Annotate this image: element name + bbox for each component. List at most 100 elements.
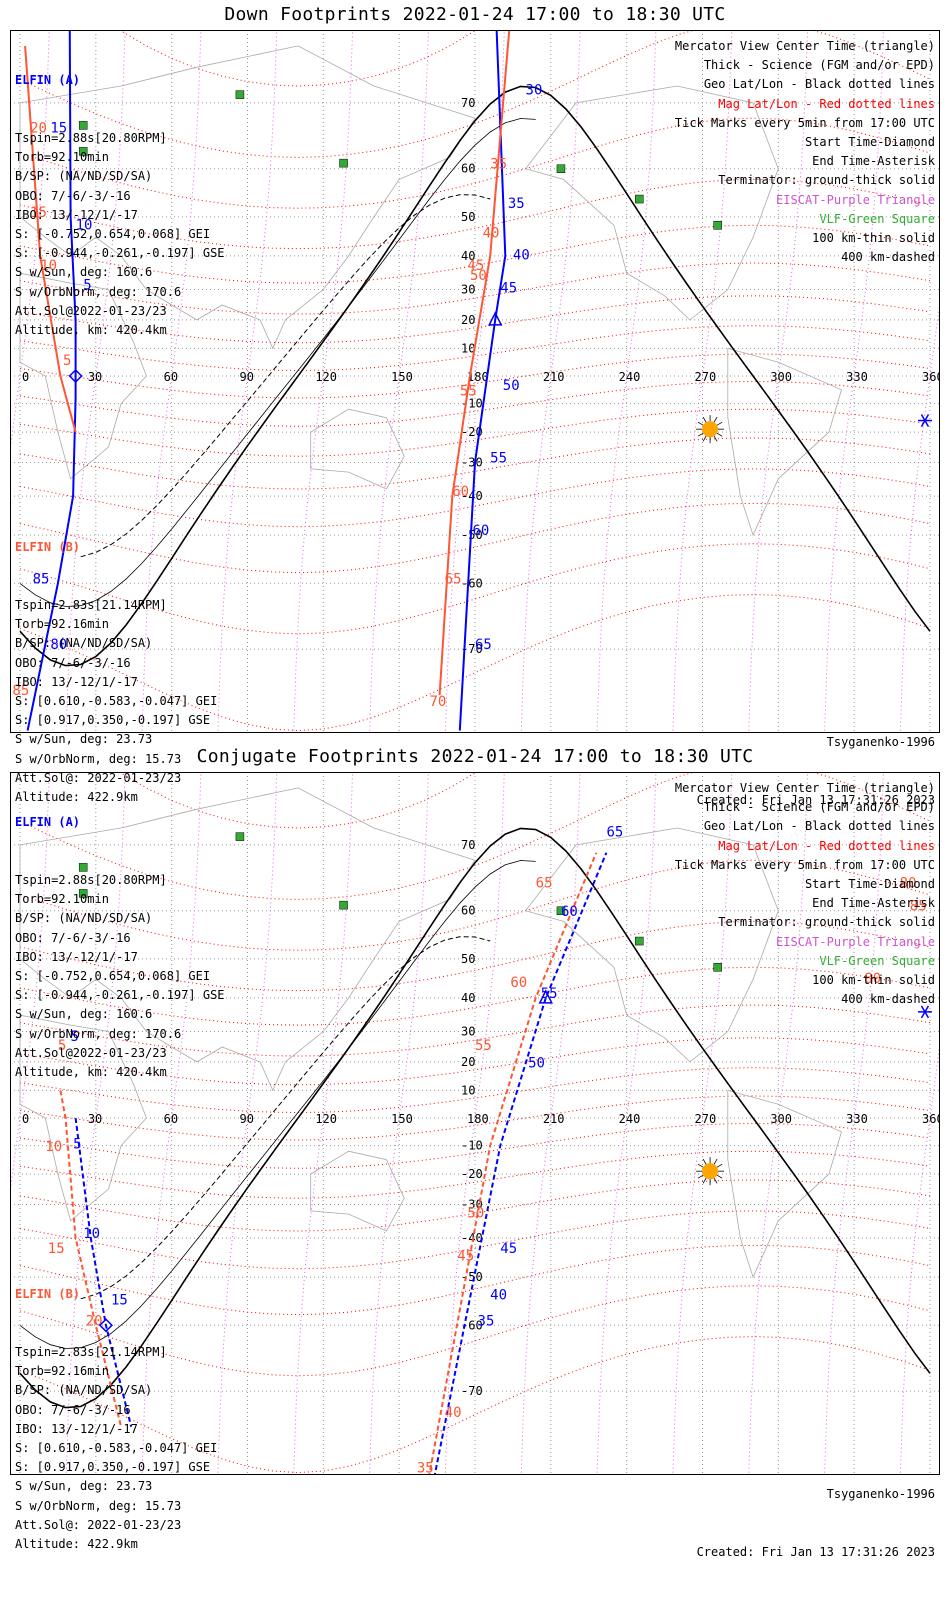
elfin-b-tick-label: 85	[12, 683, 29, 699]
info-line: Att.Sol@: 2022-01-23/23	[15, 770, 182, 785]
info-line: Att.Sol@2022-01-23/23	[15, 1045, 167, 1060]
down-footprints-panel: Down Footprints 2022-01-24 17:00 to 18:3…	[0, 0, 950, 807]
lon-tick-label: 0	[22, 1112, 29, 1126]
elfin-b-tick-label: 45	[457, 1249, 474, 1265]
info-line: Altitude: 422.9km	[15, 1537, 138, 1552]
lon-tick-label: 30	[88, 370, 102, 384]
legend-entry: EISCAT-Purple Triangle	[776, 192, 935, 207]
legend-entry: 100 km-thin solid	[812, 973, 935, 988]
lon-tick-label: 0	[22, 370, 29, 384]
elfin-b-tick-label: 55	[475, 1038, 492, 1054]
lat-tick-label: -60	[461, 576, 483, 590]
mag-meridian	[293, 30, 354, 731]
elfin-b-track	[59, 1090, 123, 1428]
elfin-a-tick-label: 5	[71, 1029, 79, 1045]
lat-tick-label: 40	[461, 991, 475, 1005]
info-line: S w/Sun, deg: 23.73	[15, 732, 153, 747]
elfin-b-info: ELFIN (B) Tspin=2.83s[21.14RPM] Torb=92.1…	[15, 1247, 217, 1593]
lat-tick-label: -40	[461, 489, 483, 503]
elfin-b-tick-label: 10	[40, 258, 57, 274]
mag-parallel	[19, 772, 931, 900]
elfin-a-tick-label: 45	[500, 1241, 517, 1257]
elfin-a-track	[26, 30, 77, 731]
elfin-b-tick-label: 15	[30, 205, 47, 221]
info-line: Att.Sol@: 2022-01-23/23	[15, 1517, 182, 1532]
elfin-b-tick-label: 70	[430, 694, 447, 710]
lon-tick-label: 240	[619, 370, 641, 384]
elfin-a-track	[74, 1117, 133, 1428]
elfin-b-tick-label: 20	[30, 120, 47, 136]
continent-outline	[19, 45, 476, 350]
elfin-b-tick-label: 85	[910, 899, 927, 915]
mag-meridian	[520, 772, 581, 1473]
mag-meridian	[596, 772, 657, 1473]
lat-tick-label: -40	[461, 1231, 483, 1245]
legend-entry: End Time-Asterisk	[812, 154, 935, 169]
model-name: Tsyganenko-1996	[826, 735, 935, 750]
lon-tick-label: 240	[619, 1112, 641, 1126]
elfin-a-tick-label: 50	[503, 378, 520, 394]
start-diamond	[98, 1318, 114, 1333]
model-info: Tsyganenko-1996 Created: Fri Jan 13 17:3…	[697, 695, 935, 849]
mag-meridian	[672, 30, 733, 731]
vlf-station-marker	[713, 221, 722, 230]
lat-tick-label: 70	[461, 96, 475, 110]
legend-entry: Geo Lat/Lon - Black dotted lines	[703, 819, 935, 834]
info-line: Tspin=2.88s[20.80RPM]	[15, 873, 167, 888]
center-time-triangle	[488, 311, 503, 326]
mag-meridian	[899, 296, 940, 731]
legend-entry: Mag Lat/Lon - Red dotted lines	[718, 96, 935, 111]
elfin-b-header: ELFIN (B)	[15, 1287, 81, 1302]
info-line: B/SP: (NA/ND/SD/SA)	[15, 636, 153, 651]
continent-outline	[525, 827, 779, 1063]
elfin-a-tick-label: 40	[513, 247, 530, 263]
info-line: Torb=92.10min	[15, 892, 109, 907]
legend-entry: 400 km-dashed	[841, 992, 935, 1007]
panel-title: Down Footprints 2022-01-24 17:00 to 18:3…	[224, 4, 726, 25]
end-asterisk	[920, 1005, 930, 1019]
elfin-a-tick-label: 30	[526, 83, 543, 99]
lat-tick-label: 30	[461, 1025, 475, 1039]
vlf-station-marker	[339, 900, 348, 910]
map-frame	[10, 772, 940, 1475]
start-diamond	[68, 368, 83, 384]
lat-tick-label: -60	[461, 1318, 483, 1332]
info-line: IBO: 13/-12/1/-17	[15, 949, 138, 964]
lon-tick-label: 210	[543, 370, 565, 384]
elfin-a-tick-label: 50	[528, 1056, 545, 1072]
panel-title: Conjugate Footprints 2022-01-24 17:00 to…	[196, 746, 754, 767]
elfin-a-tick-label: 60	[561, 904, 578, 920]
lon-tick-label: 330	[846, 370, 868, 384]
lon-tick-label: 180	[467, 1112, 489, 1126]
lon-tick-label: 90	[240, 1112, 254, 1126]
lon-tick-label: 270	[695, 370, 717, 384]
legend-entry: Thick - Science (FGM and/or EPD)	[703, 58, 935, 73]
elfin-a-tick-label: 40	[490, 1288, 507, 1304]
mag-meridian	[217, 30, 278, 731]
lon-tick-label: 360	[922, 1112, 940, 1126]
continent-outline	[525, 85, 779, 321]
lat-tick-label: 40	[461, 249, 475, 263]
mag-meridian	[444, 30, 505, 731]
continent-outline	[310, 408, 405, 490]
lat-tick-label: 50	[461, 952, 475, 966]
info-line: Torb=92.16min	[15, 617, 109, 632]
continent-outline	[310, 1150, 405, 1232]
legend-entry: Mercator View Center Time (triangle)	[674, 781, 935, 795]
elfin-b-tick-label: 80	[900, 875, 917, 891]
vlf-station-marker	[556, 906, 566, 915]
vlf-station-marker	[713, 963, 722, 972]
end-asterisk	[920, 414, 930, 427]
info-line: S: [-0.944,-0.261,-0.197] GSE	[15, 246, 225, 261]
elfin-b-tick-label: 80	[864, 971, 881, 987]
legend-entry: Terminator: ground-thick solid	[718, 173, 935, 188]
mag-meridian	[369, 772, 429, 1473]
lat-tick-label: 60	[461, 162, 475, 176]
vlf-station-marker	[78, 889, 88, 898]
legend-entry: End Time-Asterisk	[812, 896, 935, 911]
info-line: S w/OrbNorm, deg: 15.73	[15, 751, 182, 766]
elfin-b-tick-label: 50	[467, 1205, 484, 1221]
elfin-b-tick-label: 15	[48, 1241, 65, 1257]
vlf-station-marker	[235, 90, 245, 99]
map-frame	[10, 30, 940, 733]
